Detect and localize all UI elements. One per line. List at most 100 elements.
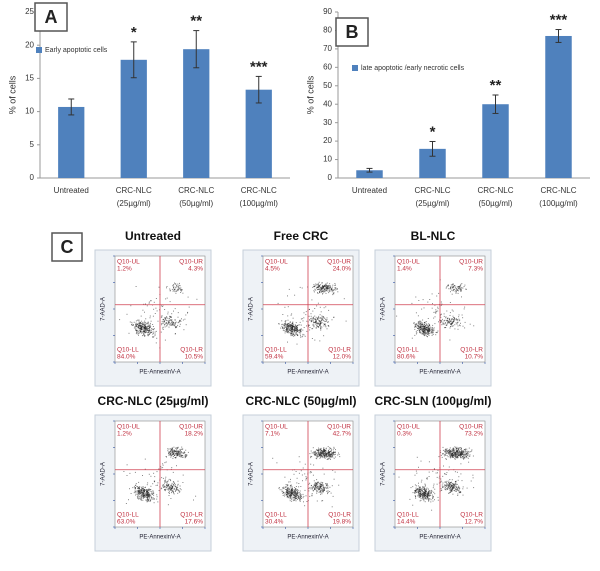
event-dot [179, 285, 180, 286]
event-dot [282, 491, 283, 492]
event-dot [469, 448, 470, 449]
event-dot [315, 290, 316, 291]
event-dot [290, 498, 291, 499]
event-dot [468, 462, 469, 463]
event-dot [151, 328, 152, 329]
event-dot [450, 328, 451, 329]
event-dot [330, 285, 331, 286]
event-dot [299, 330, 300, 331]
event-dot [141, 333, 142, 334]
event-dot [327, 286, 328, 287]
event-dot [316, 288, 317, 289]
event-dot [172, 448, 173, 449]
event-dot [132, 487, 133, 488]
event-dot [153, 316, 154, 317]
event-dot [414, 490, 415, 491]
event-dot [436, 311, 437, 312]
event-dot [284, 328, 285, 329]
event-dot [311, 313, 312, 314]
event-dot [303, 501, 304, 502]
event-dot [302, 480, 303, 481]
event-dot [157, 471, 158, 472]
event-dot [321, 493, 322, 494]
y-tick-label: 15 [25, 74, 34, 83]
event-dot [452, 294, 453, 295]
event-dot [293, 336, 294, 337]
event-dot [321, 328, 322, 329]
event-dot [448, 481, 449, 482]
y-axis-label: 7-AAD-A [381, 297, 387, 321]
event-dot [448, 485, 449, 486]
event-dot [310, 472, 311, 473]
event-dot [320, 321, 321, 322]
event-dot [332, 319, 333, 320]
event-dot [169, 491, 170, 492]
event-dot [339, 456, 340, 457]
event-dot [163, 329, 164, 330]
event-dot [326, 455, 327, 456]
event-dot [441, 302, 442, 303]
event-dot [175, 491, 176, 492]
event-dot [333, 290, 334, 291]
event-dot [326, 452, 327, 453]
event-dot [428, 333, 429, 334]
event-dot [287, 295, 288, 296]
event-dot [458, 316, 459, 317]
event-dot [314, 291, 315, 292]
event-dot [172, 483, 173, 484]
event-dot [420, 321, 421, 322]
event-dot [173, 456, 174, 457]
event-dot [426, 335, 427, 336]
event-dot [306, 501, 307, 502]
event-dot [153, 329, 154, 330]
event-dot [170, 323, 171, 324]
event-dot [156, 485, 157, 486]
event-dot [421, 498, 422, 499]
event-dot [146, 489, 147, 490]
event-dot [416, 473, 417, 474]
legend-label: late apoptotic /early necrotic cells [361, 65, 465, 72]
event-dot [300, 332, 301, 333]
plot-title: Free CRC [274, 229, 329, 243]
event-dot [135, 324, 136, 325]
event-dot [421, 482, 422, 483]
event-dot [179, 451, 180, 452]
quadrant-name: Q10-UL [397, 259, 420, 266]
y-tick-label: 80 [323, 26, 332, 35]
event-dot [467, 452, 468, 453]
event-dot [140, 322, 141, 323]
event-dot [451, 326, 452, 327]
event-dot [421, 461, 422, 462]
event-dot [429, 476, 430, 477]
event-dot [155, 313, 156, 314]
event-dot [151, 332, 152, 333]
event-dot [453, 283, 454, 284]
event-dot [153, 495, 154, 496]
event-dot [448, 451, 449, 452]
event-dot [176, 454, 177, 455]
event-dot [451, 487, 452, 488]
event-dot [138, 333, 139, 334]
event-dot [169, 322, 170, 323]
event-dot [446, 474, 447, 475]
event-dot [151, 300, 152, 301]
event-dot [467, 451, 468, 452]
event-dot [290, 326, 291, 327]
event-dot [438, 321, 439, 322]
event-dot [426, 333, 427, 334]
y-axis-label: 7-AAD-A [249, 297, 255, 321]
event-dot [153, 331, 154, 332]
event-dot [129, 488, 130, 489]
event-dot [429, 490, 430, 491]
event-dot [331, 456, 332, 457]
event-dot [320, 324, 321, 325]
event-dot [322, 286, 323, 287]
event-dot [135, 329, 136, 330]
event-dot [427, 325, 428, 326]
event-dot [321, 327, 322, 328]
event-dot [288, 491, 289, 492]
event-dot [288, 497, 289, 498]
event-dot [168, 490, 169, 491]
event-dot [321, 316, 322, 317]
event-dot [306, 495, 307, 496]
